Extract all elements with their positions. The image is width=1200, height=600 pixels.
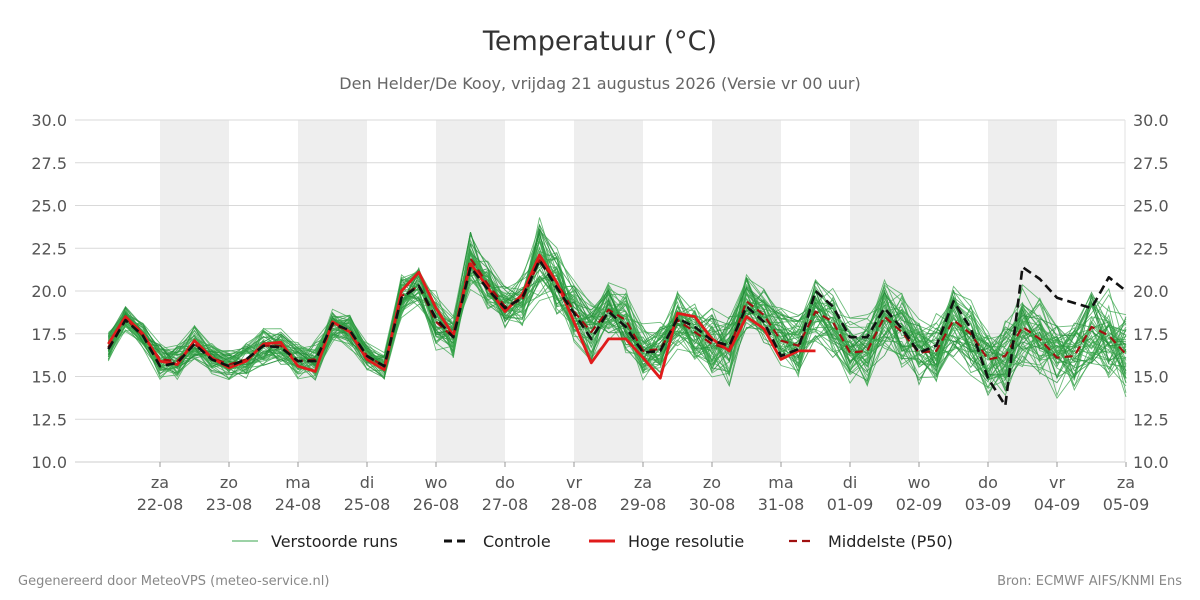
legend-label: Hoge resolutie — [628, 532, 744, 551]
footer-source: Bron: ECMWF AIFS/KNMI Ens — [997, 574, 1182, 589]
x-tick-day: do — [978, 473, 998, 492]
ensemble-run-line — [107, 252, 1127, 393]
ensemble-run-line — [107, 256, 1127, 388]
x-tick-day: di — [360, 473, 375, 492]
y-axis-left: 10.0 12.5 15.0 17.5 20.0 22.5 25.0 27.5 30.0 — [31, 111, 67, 472]
x-tick-date: 24-08 — [275, 495, 322, 514]
x-tick-day: vr — [566, 473, 582, 492]
x-tick-day: zo — [220, 473, 238, 492]
chart-title: Temperatuur (°C) — [482, 26, 717, 57]
x-tick-date: 29-08 — [620, 495, 667, 514]
y-axis-right: 10.0 12.5 15.0 17.5 20.0 22.5 25.0 27.5 30.0 — [1133, 111, 1169, 472]
y-tick-label-left: 27.5 — [31, 154, 67, 173]
ensemble-run-line — [107, 249, 1127, 389]
x-tick-day: vr — [1049, 473, 1065, 492]
y-tick-label-left: 25.0 — [31, 197, 67, 216]
legend: Verstoorde runs Controle Hoge resolutie Mid… — [232, 532, 953, 551]
x-tick-date: 28-08 — [551, 495, 598, 514]
y-tick-label-left: 10.0 — [31, 453, 67, 472]
y-tick-label-right: 12.5 — [1133, 410, 1169, 429]
x-tick-day: ma — [768, 473, 793, 492]
series-line-middelste-p50 — [107, 257, 1127, 368]
x-tick-day: zo — [703, 473, 721, 492]
x-tick-day: wo — [425, 473, 448, 492]
x-tick-date: 30-08 — [689, 495, 736, 514]
ensemble-run-line — [108, 248, 1127, 376]
y-tick-label-right: 27.5 — [1133, 154, 1169, 173]
y-tick-label-right: 30.0 — [1133, 111, 1169, 130]
ensemble-run-line — [107, 228, 1127, 383]
x-tick-day: za — [151, 473, 169, 492]
y-tick-label-right: 20.0 — [1133, 282, 1169, 301]
footer-generated-by: Gegenereerd door MeteoVPS (meteo-service… — [18, 574, 329, 589]
x-tick-day: do — [495, 473, 515, 492]
x-tick-day: za — [1117, 473, 1135, 492]
series-line-controle — [107, 258, 1127, 407]
y-tick-label-left: 30.0 — [31, 111, 67, 130]
main-series — [107, 253, 1127, 407]
ensemble-run-line — [107, 230, 1127, 376]
x-tick-date: 05-09 — [1103, 495, 1150, 514]
x-tick-day: za — [634, 473, 652, 492]
ensemble-run-line — [107, 262, 1127, 389]
legend-label: Middelste (P50) — [828, 532, 953, 551]
x-tick-date: 26-08 — [413, 495, 460, 514]
ensemble-run-line — [108, 238, 1127, 371]
x-tick-date: 23-08 — [206, 495, 253, 514]
x-tick-date: 31-08 — [758, 495, 805, 514]
x-tick-date: 25-08 — [344, 495, 391, 514]
legend-label: Verstoorde runs — [271, 532, 398, 551]
y-tick-label-right: 22.5 — [1133, 239, 1169, 258]
ensemble-run-line — [107, 239, 1127, 399]
ensemble-run-line — [107, 238, 1127, 367]
x-tick-date: 03-09 — [965, 495, 1012, 514]
x-tick-day: ma — [285, 473, 310, 492]
x-tick-day: wo — [908, 473, 931, 492]
y-tick-label-right: 17.5 — [1133, 325, 1169, 344]
x-tick-date: 02-09 — [896, 495, 943, 514]
grid — [75, 119, 1126, 463]
y-tick-label-right: 10.0 — [1133, 453, 1169, 472]
y-tick-label-left: 12.5 — [31, 410, 67, 429]
y-tick-label-left: 22.5 — [31, 239, 67, 258]
legend-label: Controle — [483, 532, 551, 551]
y-tick-label-left: 20.0 — [31, 282, 67, 301]
chart-subtitle: Den Helder/De Kooy, vrijdag 21 augustus … — [339, 74, 860, 93]
x-tick-date: 01-09 — [827, 495, 874, 514]
x-tick-date: 04-09 — [1034, 495, 1081, 514]
x-tick-date: 27-08 — [482, 495, 529, 514]
y-tick-label-left: 17.5 — [31, 325, 67, 344]
y-tick-label-left: 15.0 — [31, 368, 67, 387]
x-axis: za 22-08 zo 23-08 ma 24-08 di 25-08 wo 26-08 do 27-… — [137, 462, 1150, 514]
x-tick-date: 22-08 — [137, 495, 184, 514]
y-tick-label-right: 25.0 — [1133, 197, 1169, 216]
y-tick-label-right: 15.0 — [1133, 368, 1169, 387]
x-tick-day: di — [843, 473, 858, 492]
